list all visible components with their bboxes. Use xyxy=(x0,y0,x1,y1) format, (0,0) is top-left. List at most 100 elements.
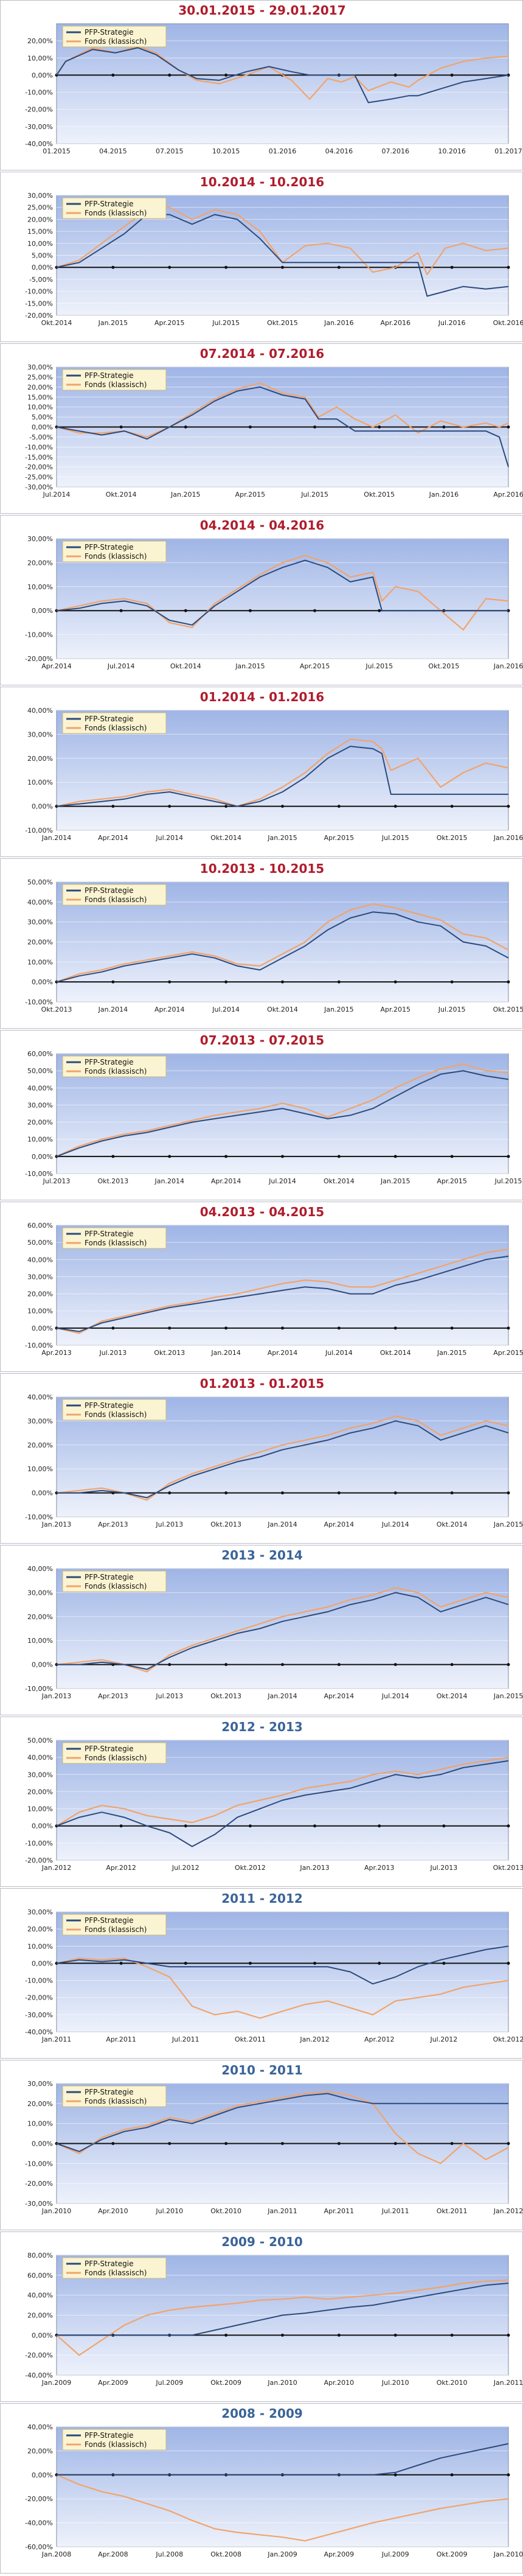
zero-line-tick xyxy=(168,265,171,269)
x-tick-label: Apr.2014 xyxy=(211,1177,241,1185)
series-line-fonds-klassisch xyxy=(56,1757,509,1827)
zero-line-tick xyxy=(337,2142,341,2145)
y-tick-label: 30,00% xyxy=(27,535,53,543)
x-tick-label: Okt.2013 xyxy=(154,1349,185,1357)
zero-line-tick xyxy=(442,1961,446,1965)
x-tick-label: Apr.2014 xyxy=(324,1692,355,1700)
x-tick-label: Okt.2014 xyxy=(437,1521,468,1528)
chart-title: 01.2014 - 01.2016 xyxy=(199,690,325,704)
zero-line-tick xyxy=(168,73,171,77)
zero-line-tick xyxy=(507,805,510,808)
zero-line-tick xyxy=(313,609,317,612)
y-tick-label: -30,00% xyxy=(25,123,53,131)
x-tick-label: Apr.2009 xyxy=(324,2550,355,2558)
x-tick-label: Apr.2015 xyxy=(154,319,185,327)
series-line-fonds-klassisch xyxy=(56,382,509,438)
legend-label: Fonds (klassisch) xyxy=(85,724,147,732)
zero-line-tick xyxy=(337,265,341,269)
x-tick-label: Apr.2013 xyxy=(364,1864,395,1872)
line-chart: 40,00%30,00%20,00%10,00%0,00%-10,00%Jan.… xyxy=(25,1565,523,1700)
x-tick-label: Jan.2015 xyxy=(493,1692,523,1700)
x-tick-label: Apr.2015 xyxy=(300,662,330,670)
y-tick-label: 30,00% xyxy=(27,192,53,200)
zero-line-tick xyxy=(111,265,115,269)
y-tick-label: 10,00% xyxy=(27,2120,53,2128)
chart-title: 10.2013 - 10.2015 xyxy=(199,861,325,876)
zero-line-tick xyxy=(224,1491,228,1495)
zero-line-tick xyxy=(119,1961,123,1965)
y-tick-label: 0,00% xyxy=(32,1661,53,1669)
zero-line-tick xyxy=(168,1155,171,1158)
y-tick-label: 10,00% xyxy=(27,1465,53,1473)
zero-line-tick xyxy=(168,805,171,808)
y-tick-label: 40,00% xyxy=(27,1256,53,1264)
series-line-fonds-klassisch xyxy=(56,1587,509,1673)
chart-panel: 2011 - 2012 30,00% 20,00% 10,00% 0,00% -10,00… xyxy=(0,1888,523,2059)
zero-line-tick xyxy=(168,980,171,984)
y-tick-label: -30,00% xyxy=(25,483,53,491)
legend-label: Fonds (klassisch) xyxy=(85,895,147,904)
x-tick-label: Okt.2015 xyxy=(437,834,468,842)
x-tick-label: Okt.2013 xyxy=(97,1177,128,1185)
y-tick-label: 60,00% xyxy=(27,1050,53,1058)
zero-line-tick xyxy=(248,425,252,429)
y-tick-label: 30,00% xyxy=(27,1417,53,1425)
legend-label: PFP-Strategie xyxy=(85,886,133,895)
y-tick-label: 40,00% xyxy=(27,1084,53,1092)
zero-line-tick xyxy=(168,2142,171,2145)
series-line-fonds-klassisch xyxy=(56,1248,509,1334)
zero-line-tick xyxy=(450,2142,454,2145)
zero-line-tick xyxy=(224,73,228,77)
x-tick-label: Jan.2014 xyxy=(41,834,71,842)
y-tick-label: 10,00% xyxy=(27,240,53,248)
x-tick-label: Jan.2015 xyxy=(235,662,265,670)
x-tick-label: 01.2017 xyxy=(494,147,522,155)
zero-line-tick xyxy=(168,1491,171,1495)
zero-line-tick xyxy=(168,1663,171,1667)
x-tick-label: Apr.2013 xyxy=(98,1692,128,1700)
y-tick-label: 5,00% xyxy=(32,252,53,260)
zero-line-tick xyxy=(450,265,454,269)
x-tick-label: Okt.2013 xyxy=(210,1521,241,1528)
zero-line-tick xyxy=(450,73,454,77)
legend-box xyxy=(62,369,167,391)
x-tick-label: Jan.2012 xyxy=(41,1864,71,1872)
y-tick-label: -10,00% xyxy=(25,89,53,97)
x-tick-label: 07.2016 xyxy=(382,147,410,155)
x-tick-label: Apr.2014 xyxy=(154,1006,185,1013)
zero-line-tick xyxy=(337,1326,341,1330)
zero-line-tick xyxy=(450,1663,454,1667)
x-tick-label: Jul.2011 xyxy=(171,2035,199,2043)
x-tick-label: Apr.2015 xyxy=(493,1349,523,1357)
y-tick-label: -20,00% xyxy=(25,2351,53,2359)
legend-label: PFP-Strategie xyxy=(85,1058,133,1066)
zero-line-tick xyxy=(248,1824,252,1828)
legend-box xyxy=(62,884,167,906)
y-tick-label: -10,00% xyxy=(25,631,53,639)
x-tick-label: 04.2015 xyxy=(99,147,127,155)
zero-line-tick xyxy=(450,1326,454,1330)
y-tick-label: 10,00% xyxy=(27,958,53,966)
legend-label: Fonds (klassisch) xyxy=(85,1410,147,1419)
zero-line-tick xyxy=(450,2473,454,2477)
series-line-pfp-strategie xyxy=(56,214,509,297)
y-tick-label: 10,00% xyxy=(27,1307,53,1315)
x-tick-label: Jul.2014 xyxy=(107,662,135,670)
y-tick-label: 10,00% xyxy=(27,1805,53,1813)
series-line-pfp-strategie xyxy=(56,386,509,467)
y-tick-label: 0,00% xyxy=(32,1822,53,1830)
zero-line-tick xyxy=(442,425,446,429)
zero-line-tick xyxy=(393,73,397,77)
zero-line-tick xyxy=(393,2333,397,2337)
x-tick-label: Jul.2015 xyxy=(438,1006,466,1013)
zero-line-tick xyxy=(450,1491,454,1495)
zero-line-tick xyxy=(507,2142,510,2145)
y-tick-label: 20,00% xyxy=(27,2312,53,2320)
x-tick-label: 10.2016 xyxy=(438,147,466,155)
x-tick-label: Jul.2009 xyxy=(381,2550,409,2558)
y-tick-label: -40,00% xyxy=(25,140,53,148)
x-tick-label: Jul.2016 xyxy=(438,319,466,327)
y-tick-label: -20,00% xyxy=(25,312,53,320)
chart-panel: 01.2013 - 01.2015 40,00% 30,00% 20,00% 10,00… xyxy=(0,1373,523,1544)
y-tick-label: 20,00% xyxy=(27,1925,53,1933)
